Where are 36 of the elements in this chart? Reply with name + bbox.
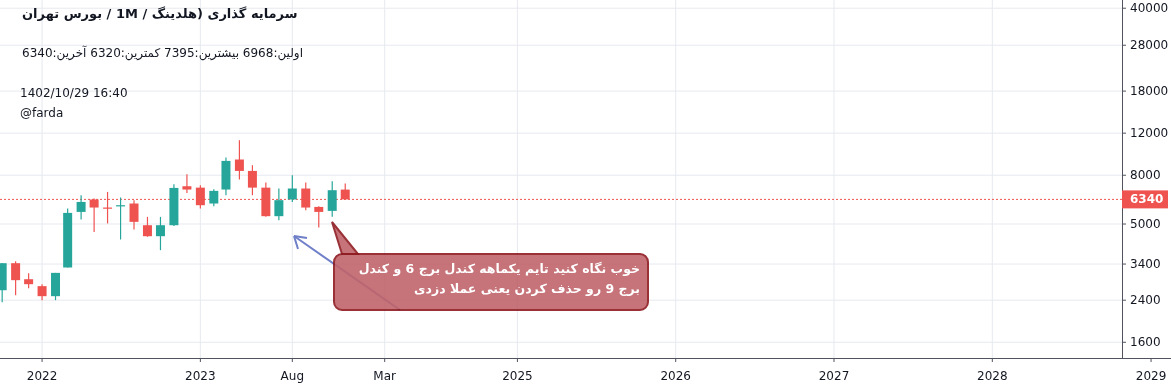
candlestick <box>51 272 61 301</box>
y-tick-label: 3400 <box>1130 257 1161 272</box>
y-tick-label: 5000 <box>1130 217 1161 232</box>
candlestick <box>182 173 192 194</box>
candlestick <box>327 180 337 218</box>
x-tick-label: 2025 <box>502 369 533 383</box>
y-tick-label: 40000 <box>1130 1 1169 16</box>
x-tick-label: 2028 <box>977 369 1008 383</box>
y-tick-label: 28000 <box>1130 38 1169 53</box>
annotation: 1402/10/29 16:40 <box>20 86 128 100</box>
candlestick <box>287 174 297 203</box>
x-tick-label: Mar <box>373 369 397 383</box>
candlestick <box>155 216 165 251</box>
x-tick-label: 2022 <box>26 369 58 383</box>
annotation: خوب نگاه کنید تایم یکماهه کندل برج 6 و کندل برج 9 رو حذف کردن یعنی عملا دزدی <box>357 260 640 298</box>
y-tick-label: 18000 <box>1130 84 1169 99</box>
candlestick <box>76 194 86 221</box>
x-tick-label: 2027 <box>818 369 850 383</box>
x-tick-label: 2026 <box>660 369 691 383</box>
candlestick <box>234 139 244 181</box>
annotation: @farda <box>20 106 64 120</box>
y-tick-label: 1600 <box>1130 335 1161 350</box>
candlestick <box>11 260 21 296</box>
x-tick-label: Aug <box>280 369 305 383</box>
y-tick-label: 12000 <box>1130 126 1169 141</box>
y-tick-label: 8000 <box>1130 168 1161 183</box>
candlestick <box>314 205 324 229</box>
text: سرمایه گذاری (هلدینگ / 1M / بورس تهران <box>22 6 298 21</box>
x-tick-label: 2023 <box>185 369 216 383</box>
x-tick-label: 2029 <box>1135 369 1167 383</box>
candlestick <box>142 216 152 238</box>
text: اولین:6968 بیشترین:7395 کمترین:6320 آخرین:6340 <box>22 46 303 60</box>
ref-line-label: 6340 <box>1130 192 1164 207</box>
candlestick <box>274 187 284 221</box>
candlestick <box>247 164 257 196</box>
y-tick-label: 2400 <box>1130 293 1161 308</box>
